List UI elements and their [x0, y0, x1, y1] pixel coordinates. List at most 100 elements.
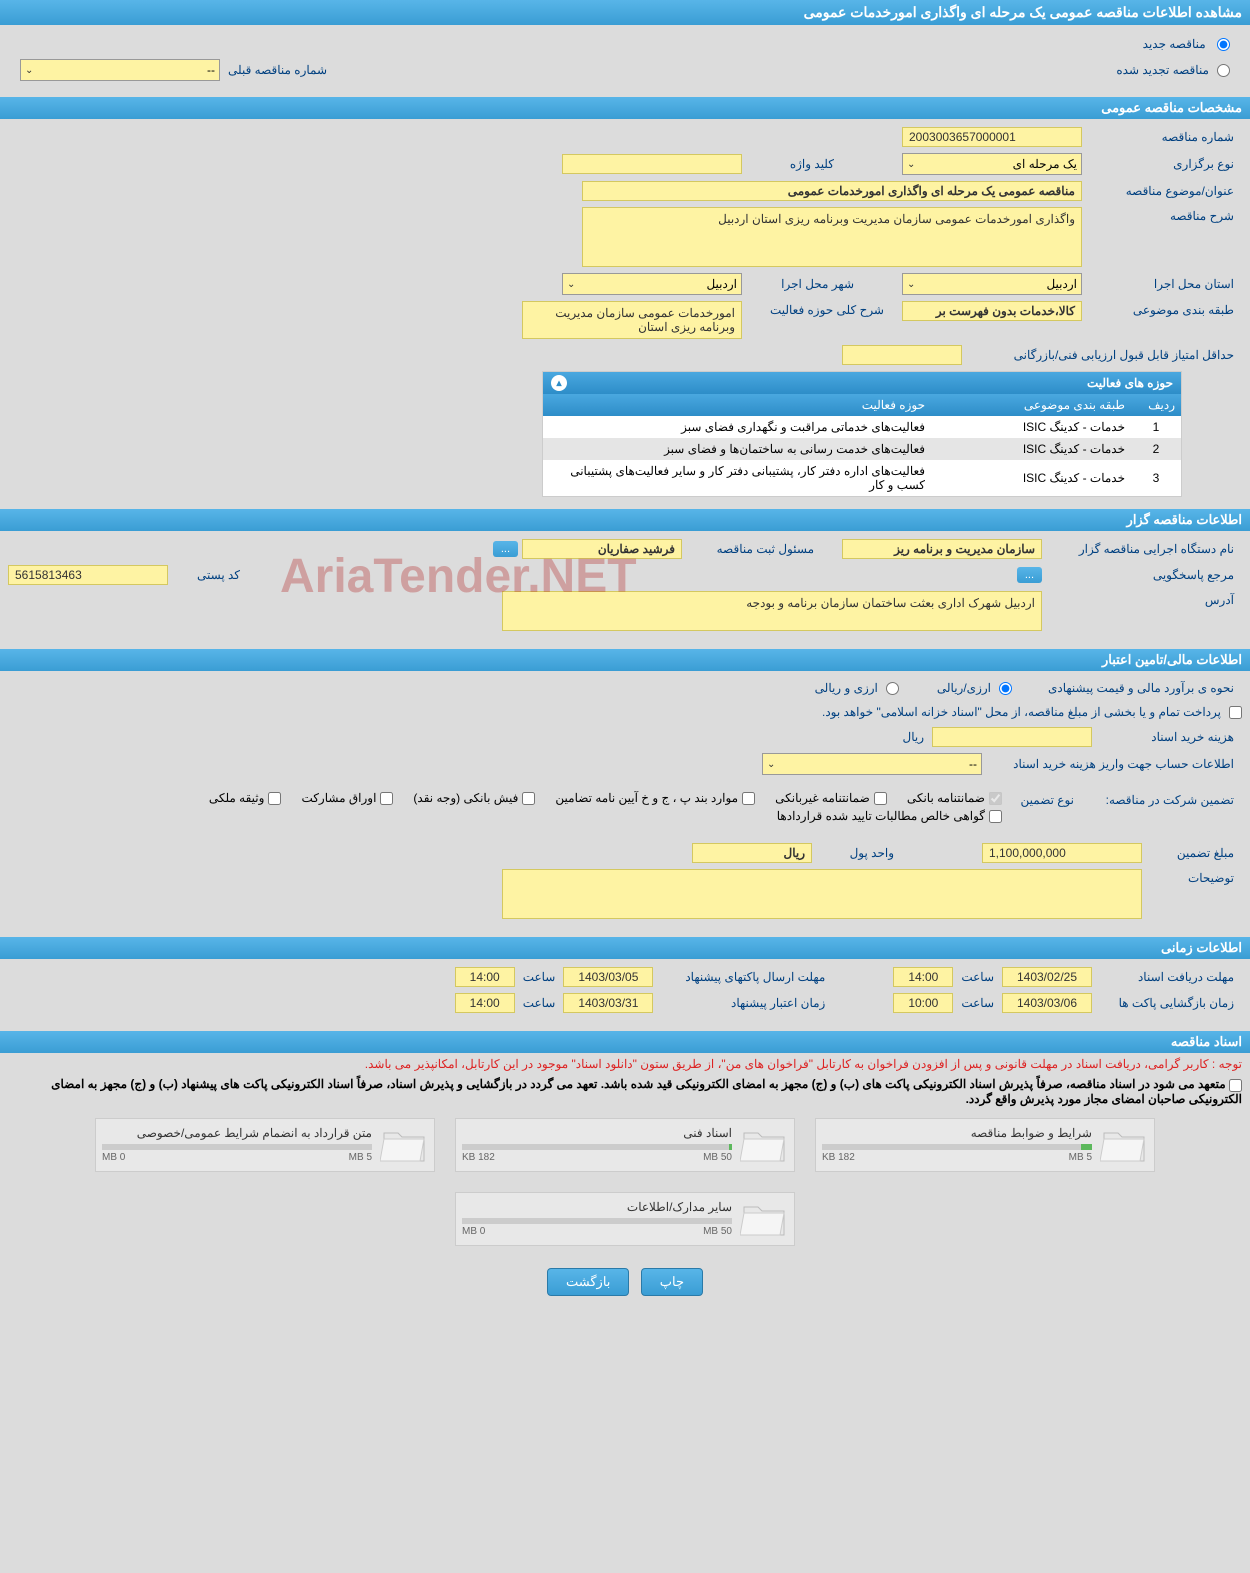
- doc-size: 5 MB182 KB: [822, 1152, 1092, 1163]
- doc-item[interactable]: سایر مدارک/اطلاعات50 MB0 MB: [455, 1192, 795, 1246]
- opt-rial-label: ارزی/ریالی: [929, 679, 999, 697]
- doc-info: اسناد فنی50 MB182 KB: [462, 1126, 732, 1163]
- activity-desc-value: امورخدمات عمومی سازمان مدیریت وبرنامه ری…: [522, 301, 742, 339]
- radio-currency[interactable]: [886, 682, 899, 695]
- title-value: مناقصه عمومی یک مرحله ای واگذاری امورخدم…: [582, 181, 1082, 201]
- folder-icon: [1100, 1125, 1148, 1165]
- city-value: اردبیل: [706, 277, 737, 291]
- account-select[interactable]: -- ⌄: [762, 753, 982, 775]
- table-cell: 3: [1131, 460, 1181, 496]
- unit-label: واحد پول: [812, 844, 902, 862]
- prev-tender-value: --: [207, 63, 215, 77]
- table-row: 2خدمات - کدینگ ISICفعالیت‌های خدمت رسانی…: [543, 438, 1181, 460]
- cb-bank[interactable]: [989, 792, 1002, 805]
- back-button[interactable]: بازگشت: [547, 1268, 629, 1296]
- doc-info: متن قرارداد به انضمام شرایط عمومی/خصوصی5…: [102, 1126, 372, 1163]
- city-select[interactable]: اردبیل ⌄: [562, 273, 742, 295]
- doc-item[interactable]: اسناد فنی50 MB182 KB: [455, 1118, 795, 1172]
- reference-more-button[interactable]: ...: [1017, 567, 1042, 583]
- notes-label: توضیحات: [1142, 869, 1242, 887]
- radio-renewed-row: مناقصه تجدید شده شماره مناقصه قبلی -- ⌄: [8, 55, 1242, 85]
- cb-nonbank[interactable]: [874, 792, 887, 805]
- radio-renewed-tender[interactable]: [1217, 64, 1230, 77]
- estimate-label: نحوه ی برآورد مالی و قیمت پیشنهادی: [1012, 679, 1242, 697]
- guarantee-checkboxes: ضمانتنامه بانکی ضمانتنامه غیربانکی موارد…: [8, 791, 1002, 823]
- folder-icon: [740, 1125, 788, 1165]
- radio-rial[interactable]: [999, 682, 1012, 695]
- validity-date: 1403/03/31: [563, 993, 653, 1013]
- cb-nonbank-label: ضمانتنامه غیربانکی: [775, 791, 870, 805]
- cb-verified[interactable]: [989, 810, 1002, 823]
- notice-bold: متعهد می شود در اسناد مناقصه، صرفاً پذیر…: [0, 1075, 1250, 1107]
- responsible-value: فرشید صفاریان: [522, 539, 682, 559]
- section-general-header: مشخصات مناقصه عمومی: [0, 97, 1250, 119]
- keyword-label: کلید واژه: [742, 155, 842, 173]
- time-label-2: ساعت: [515, 968, 564, 986]
- type-select[interactable]: یک مرحله ای ⌄: [902, 153, 1082, 175]
- financial-section: نحوه ی برآورد مالی و قیمت پیشنهادی ارزی/…: [0, 671, 1250, 933]
- radio-new-tender[interactable]: [1217, 38, 1230, 51]
- table-cell: خدمات - کدینگ ISIC: [931, 460, 1131, 496]
- doc-grid: شرایط و ضوابط مناقصه5 MB182 KB اسناد فنی5…: [0, 1108, 1250, 1256]
- postal-value: 5615813463: [8, 565, 168, 585]
- activity-table: ردیفطبقه بندی موضوعیحوزه فعالیت 1خدمات -…: [543, 394, 1181, 496]
- address-value: اردبیل شهرک اداری بعثت ساختمان سازمان بر…: [502, 591, 1042, 631]
- prev-tender-select[interactable]: -- ⌄: [20, 59, 220, 81]
- province-select[interactable]: اردبیل ⌄: [902, 273, 1082, 295]
- doc-bar: [462, 1218, 732, 1224]
- doc-item[interactable]: شرایط و ضوابط مناقصه5 MB182 KB: [815, 1118, 1155, 1172]
- table-row: 3خدمات - کدینگ ISICفعالیت‌های اداره دفتر…: [543, 460, 1181, 496]
- table-cell: فعالیت‌های خدمت رسانی به ساختمان‌ها و فض…: [543, 438, 931, 460]
- doc-item[interactable]: متن قرارداد به انضمام شرایط عمومی/خصوصی5…: [95, 1118, 435, 1172]
- doc-info: سایر مدارک/اطلاعات50 MB0 MB: [462, 1200, 732, 1237]
- activity-col-2: حوزه فعالیت: [543, 394, 931, 416]
- open-label: زمان بازگشایی پاکت ها: [1092, 994, 1242, 1012]
- payment-note-checkbox[interactable]: [1229, 706, 1242, 719]
- receive-label: مهلت دریافت اسناد: [1092, 968, 1242, 986]
- radio-new-label: مناقصه جدید: [1135, 35, 1214, 53]
- cb-cash-label: فیش بانکی (وجه نقد): [413, 791, 518, 805]
- table-cell: فعالیت‌های خدماتی مراقبت و نگهداری فضای …: [543, 416, 931, 438]
- tender-mode-area: مناقصه جدید مناقصه تجدید شده شماره مناقص…: [0, 25, 1250, 93]
- collapse-icon[interactable]: ▴: [551, 375, 567, 391]
- section-documents-header: اسناد مناقصه: [0, 1031, 1250, 1053]
- timing-section: مهلت دریافت اسناد 1403/02/25 ساعت 14:00 …: [0, 959, 1250, 1027]
- opt-currency-label: ارزی و ریالی: [807, 679, 886, 697]
- responsible-more-button[interactable]: ...: [493, 541, 518, 557]
- account-label: اطلاعات حساب جهت واریز هزینه خرید اسناد: [982, 755, 1242, 773]
- receive-date: 1403/02/25: [1002, 967, 1092, 987]
- receive-time: 14:00: [893, 967, 953, 987]
- cb-cash[interactable]: [522, 792, 535, 805]
- title-label: عنوان/موضوع مناقصه: [1082, 182, 1242, 200]
- button-bar: چاپ بازگشت: [0, 1256, 1250, 1308]
- cb-clause[interactable]: [742, 792, 755, 805]
- city-label: شهر محل اجرا: [742, 275, 862, 293]
- chevron-down-icon: ⌄: [767, 759, 775, 770]
- notes-value: [502, 869, 1142, 919]
- cb-property-label: وثیقه ملکی: [209, 791, 265, 805]
- activity-table-header: حوزه های فعالیت ▴: [543, 372, 1181, 394]
- cb-clause-label: موارد بند پ ، ج و خ آیین نامه تضامین: [555, 791, 738, 805]
- activity-col-1: طبقه بندی موضوعی: [931, 394, 1131, 416]
- desc-value: واگذاری امورخدمات عمومی سازمان مدیریت وب…: [582, 207, 1082, 267]
- time-label-3: ساعت: [953, 994, 1002, 1012]
- doc-info: شرایط و ضوابط مناقصه5 MB182 KB: [822, 1126, 1092, 1163]
- cb-securities[interactable]: [380, 792, 393, 805]
- folder-icon: [380, 1125, 428, 1165]
- general-section: شماره مناقصه 2003003657000001 نوع برگزار…: [0, 119, 1250, 505]
- folder-icon: [740, 1199, 788, 1239]
- guarantee-type-label: نوع تضمین: [1002, 791, 1082, 809]
- doc-size: 5 MB0 MB: [102, 1152, 372, 1163]
- chevron-down-icon: ⌄: [25, 65, 33, 76]
- notice-red: توجه : کاربر گرامی، دریافت اسناد در مهلت…: [0, 1053, 1250, 1075]
- commitment-checkbox[interactable]: [1229, 1079, 1242, 1092]
- print-button[interactable]: چاپ: [641, 1268, 703, 1296]
- open-time: 10:00: [893, 993, 953, 1013]
- section-timing-header: اطلاعات زمانی: [0, 937, 1250, 959]
- doc-bar: [102, 1144, 372, 1150]
- cb-property[interactable]: [268, 792, 281, 805]
- open-date: 1403/03/06: [1002, 993, 1092, 1013]
- activity-table-title: حوزه های فعالیت: [1087, 376, 1173, 390]
- main-container: مشاهده اطلاعات مناقصه عمومی یک مرحله ای …: [0, 0, 1250, 1308]
- activity-col-0: ردیف: [1131, 394, 1181, 416]
